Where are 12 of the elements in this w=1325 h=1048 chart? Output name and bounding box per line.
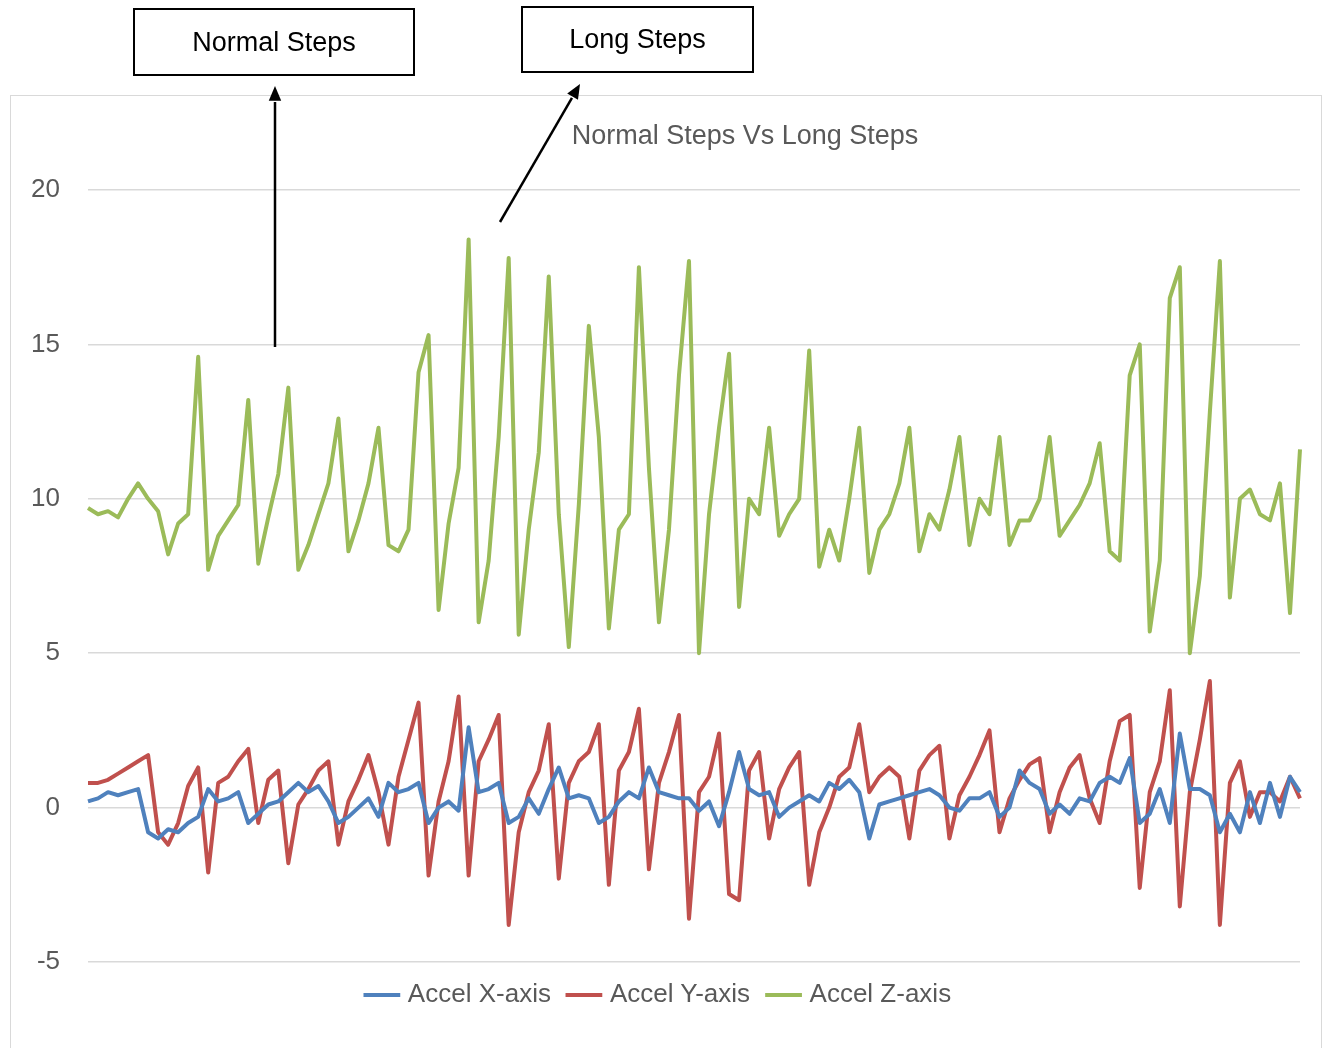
y-tick-label: 20 bbox=[31, 173, 60, 204]
y-tick-label: 5 bbox=[45, 636, 60, 667]
y-tick-label: 15 bbox=[31, 327, 60, 358]
legend-label: Accel Z-axis bbox=[809, 978, 952, 1009]
chart-title: Normal Steps Vs Long Steps bbox=[571, 120, 919, 151]
legend-label: Accel X-axis bbox=[407, 978, 551, 1009]
y-tick-label: 10 bbox=[31, 481, 60, 512]
text: Normal Steps bbox=[133, 8, 415, 76]
y-tick-label: -5 bbox=[36, 945, 60, 976]
y-tick-label: 0 bbox=[45, 790, 60, 821]
text: Long Steps bbox=[521, 6, 754, 73]
legend-label: Accel Y-axis bbox=[609, 978, 751, 1009]
